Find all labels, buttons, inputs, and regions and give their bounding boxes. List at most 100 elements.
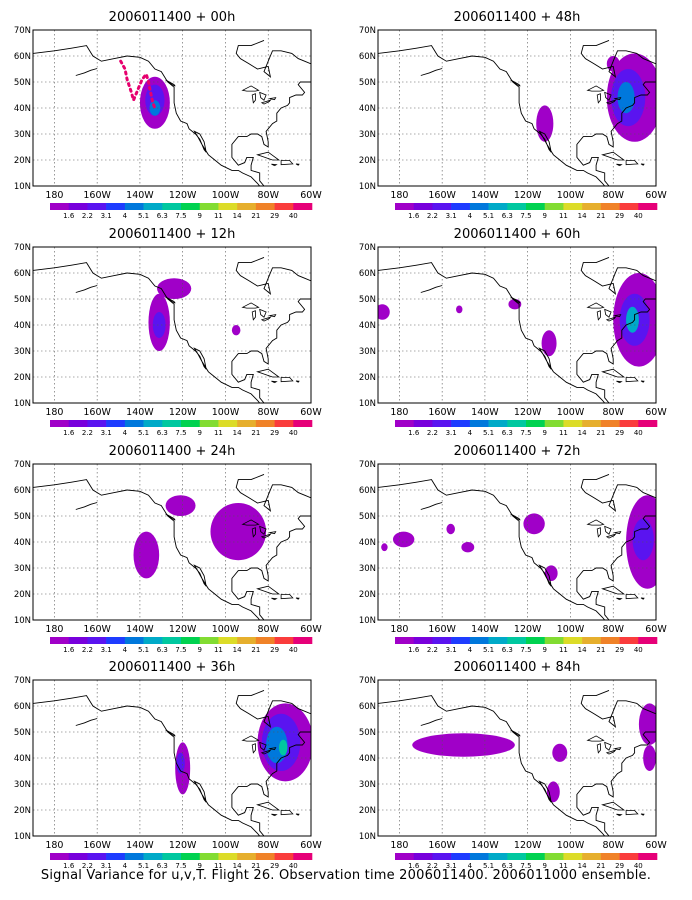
- coastline: [605, 749, 617, 755]
- colorbar-swatch: [544, 203, 564, 210]
- colorbar-swatch: [143, 420, 163, 427]
- lon-tick-label: 60W: [645, 624, 667, 635]
- lon-tick-label: 160W: [83, 190, 111, 201]
- colorbar-swatch: [274, 853, 294, 860]
- lon-tick-label: 100W: [212, 190, 240, 201]
- coastline: [378, 45, 616, 186]
- colorbar-label: 6.3: [502, 212, 513, 220]
- colorbar-label: 29: [615, 862, 624, 870]
- colorbar-label: 9: [542, 212, 546, 220]
- colorbar-swatch: [488, 420, 508, 427]
- coastline: [75, 68, 98, 76]
- colorbar-swatch: [507, 853, 527, 860]
- lat-tick-label: 10N: [359, 616, 376, 626]
- lon-tick-label: 120W: [514, 407, 542, 418]
- colorbar-label: 6.3: [502, 862, 513, 870]
- coastline: [165, 729, 176, 737]
- lon-tick-label: 140W: [471, 840, 499, 851]
- colorbar-label: 7.5: [520, 646, 531, 654]
- colorbar-swatch: [162, 420, 182, 427]
- colorbar-label: 5.1: [138, 646, 149, 654]
- coastline: [605, 316, 617, 322]
- colorbar-label: 29: [270, 862, 279, 870]
- coastline: [75, 718, 98, 726]
- lat-tick-label: 20N: [359, 806, 376, 816]
- colorbar-label: 21: [251, 862, 260, 870]
- lon-tick-label: 80W: [602, 407, 624, 418]
- colorbar-swatch: [488, 203, 508, 210]
- lon-tick-label: 140W: [471, 624, 499, 635]
- coastline: [640, 813, 645, 816]
- lon-tick-label: 80W: [257, 624, 279, 635]
- colorbar-label: 2.2: [427, 646, 438, 654]
- lon-tick-label: 140W: [471, 407, 499, 418]
- colorbar-swatch: [507, 420, 527, 427]
- lon-tick-label: 180: [390, 840, 408, 851]
- lat-tick-label: 30N: [14, 130, 31, 140]
- colorbar-swatch: [451, 853, 471, 860]
- coastline: [510, 79, 521, 87]
- lat-tick-label: 10N: [359, 399, 376, 409]
- lon-tick-label: 80W: [602, 840, 624, 851]
- colorbar-label: 2.2: [82, 646, 93, 654]
- colorbar-swatch: [87, 853, 107, 860]
- colorbar-swatch: [638, 420, 658, 427]
- variance-contour: [378, 304, 390, 320]
- map-frame: [377, 679, 657, 837]
- coastline: [601, 151, 626, 161]
- colorbar-label: 11: [559, 212, 568, 220]
- coastline: [616, 163, 623, 167]
- lon-tick-label: 160W: [83, 624, 111, 635]
- colorbar-label: 11: [214, 429, 223, 437]
- lon-tick-label: 120W: [169, 407, 197, 418]
- lat-tick-label: 10N: [359, 182, 376, 192]
- colorbar-swatch: [199, 203, 219, 210]
- colorbar-label: 7.5: [175, 862, 186, 870]
- lat-tick-label: 10N: [14, 616, 31, 626]
- lat-tick-label: 30N: [359, 564, 376, 574]
- colorbar-swatch: [619, 203, 639, 210]
- colorbar-label: 7.5: [175, 212, 186, 220]
- variance-contour: [446, 523, 455, 535]
- lon-tick-label: 60W: [300, 190, 322, 201]
- variance-contour: [392, 531, 415, 548]
- coastline: [586, 85, 605, 92]
- coastline: [614, 747, 622, 751]
- lat-tick-label: 40N: [14, 754, 31, 764]
- colorbar-swatch: [395, 203, 415, 210]
- map-panel: 2006011400 + 36h 10N 20N 30N 40N 50N 60N 70N 180…: [14, 660, 323, 870]
- colorbar-swatch: [432, 203, 452, 210]
- coastline: [378, 695, 616, 836]
- colorbar-label: 4: [123, 862, 128, 870]
- colorbar-swatch: [274, 420, 294, 427]
- colorbar-label: 9: [542, 646, 546, 654]
- colorbar-label: 4: [468, 212, 473, 220]
- variance-contour: [541, 330, 557, 357]
- colorbar-swatch: [507, 637, 527, 644]
- lat-tick-label: 40N: [359, 321, 376, 331]
- variance-contour: [536, 105, 554, 142]
- colorbar-label: 21: [251, 646, 260, 654]
- colorbar-swatch: [600, 637, 620, 644]
- coastline: [259, 91, 267, 101]
- colorbar-swatch: [600, 203, 620, 210]
- lon-tick-label: 180: [45, 190, 63, 201]
- lat-tick-label: 10N: [14, 399, 31, 409]
- lon-tick-label: 140W: [126, 624, 154, 635]
- colorbar-swatch: [395, 420, 415, 427]
- colorbar-swatch: [106, 420, 126, 427]
- colorbar-label: 6.3: [502, 429, 513, 437]
- colorbar-label: 21: [596, 646, 605, 654]
- colorbar-swatch: [255, 203, 275, 210]
- colorbar-swatch: [162, 637, 182, 644]
- colorbar-swatch: [432, 637, 452, 644]
- colorbar-label: 29: [615, 646, 624, 654]
- map-frame: [32, 679, 312, 837]
- colorbar-swatch: [181, 203, 201, 210]
- lon-tick-label: 100W: [557, 624, 585, 635]
- colorbar-swatch: [395, 637, 415, 644]
- colorbar-label: 14: [578, 429, 587, 437]
- lon-tick-label: 100W: [212, 407, 240, 418]
- coastline: [616, 597, 623, 601]
